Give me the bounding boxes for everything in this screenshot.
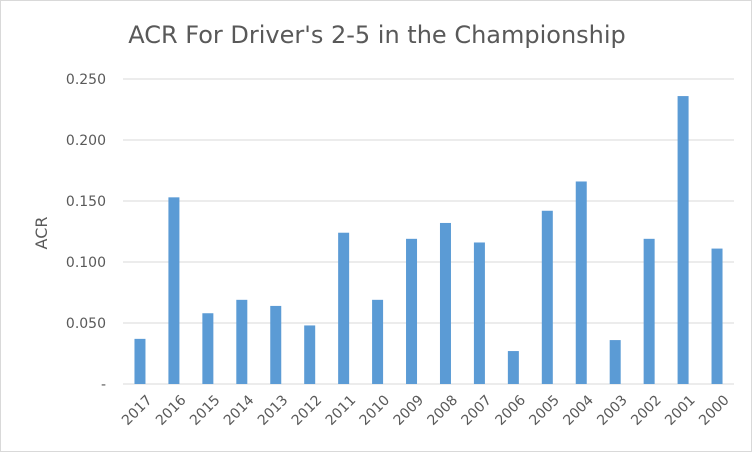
y-tick-label: 0.050 [66, 316, 106, 332]
y-tick-label: 0.200 [66, 133, 106, 149]
x-tick-label: 2013 [255, 392, 292, 429]
bar-2000 [711, 248, 723, 384]
x-tick-label: 2009 [391, 392, 428, 429]
bar-2010 [372, 299, 384, 384]
x-tick-label: 2000 [696, 392, 733, 429]
bar-2008 [439, 222, 451, 384]
bar-2014 [236, 299, 248, 384]
bar-2002 [643, 238, 655, 384]
bars [134, 96, 723, 384]
x-tick-label: 2003 [594, 392, 631, 429]
x-tick-label: 2007 [459, 392, 496, 429]
y-tick-label: - [101, 377, 106, 393]
y-axis-label: ACR [32, 217, 51, 250]
x-tick-label: 2008 [425, 392, 462, 429]
x-tick-label: 2011 [323, 392, 360, 429]
bar-2006 [507, 351, 519, 384]
x-tick-label: 2016 [153, 392, 190, 429]
bar-2012 [304, 325, 316, 384]
y-tick-label: 0.100 [66, 255, 106, 271]
x-tick-label: 2012 [289, 392, 326, 429]
bar-2011 [338, 232, 350, 384]
y-tick-label: 0.250 [66, 72, 106, 88]
bar-2005 [541, 210, 553, 384]
x-tick-label: 2015 [187, 392, 224, 429]
chart-title: ACR For Driver's 2-5 in the Championship [128, 21, 626, 49]
x-axis-ticks: 2017201620152014201320122011201020092008… [119, 392, 733, 429]
bar-2013 [270, 305, 282, 384]
x-tick-label: 2017 [119, 392, 156, 429]
bar-2004 [575, 181, 587, 384]
bar-2016 [168, 197, 180, 384]
x-tick-label: 2010 [357, 392, 394, 429]
bar-2015 [202, 313, 214, 384]
y-tick-label: 0.150 [66, 194, 106, 210]
bar-2007 [473, 242, 485, 384]
gridlines [123, 78, 734, 385]
x-tick-label: 2014 [221, 392, 258, 429]
bar-2009 [406, 238, 418, 384]
bar-2001 [677, 96, 689, 384]
bar-2017 [134, 338, 146, 384]
y-axis-ticks: - 0.050 0.100 0.150 0.200 0.250 [66, 72, 106, 393]
x-tick-label: 2006 [492, 392, 529, 429]
bar-2003 [609, 340, 621, 384]
x-tick-label: 2001 [662, 392, 699, 429]
x-tick-label: 2005 [526, 392, 563, 429]
x-tick-label: 2002 [628, 392, 665, 429]
x-tick-label: 2004 [560, 392, 597, 429]
